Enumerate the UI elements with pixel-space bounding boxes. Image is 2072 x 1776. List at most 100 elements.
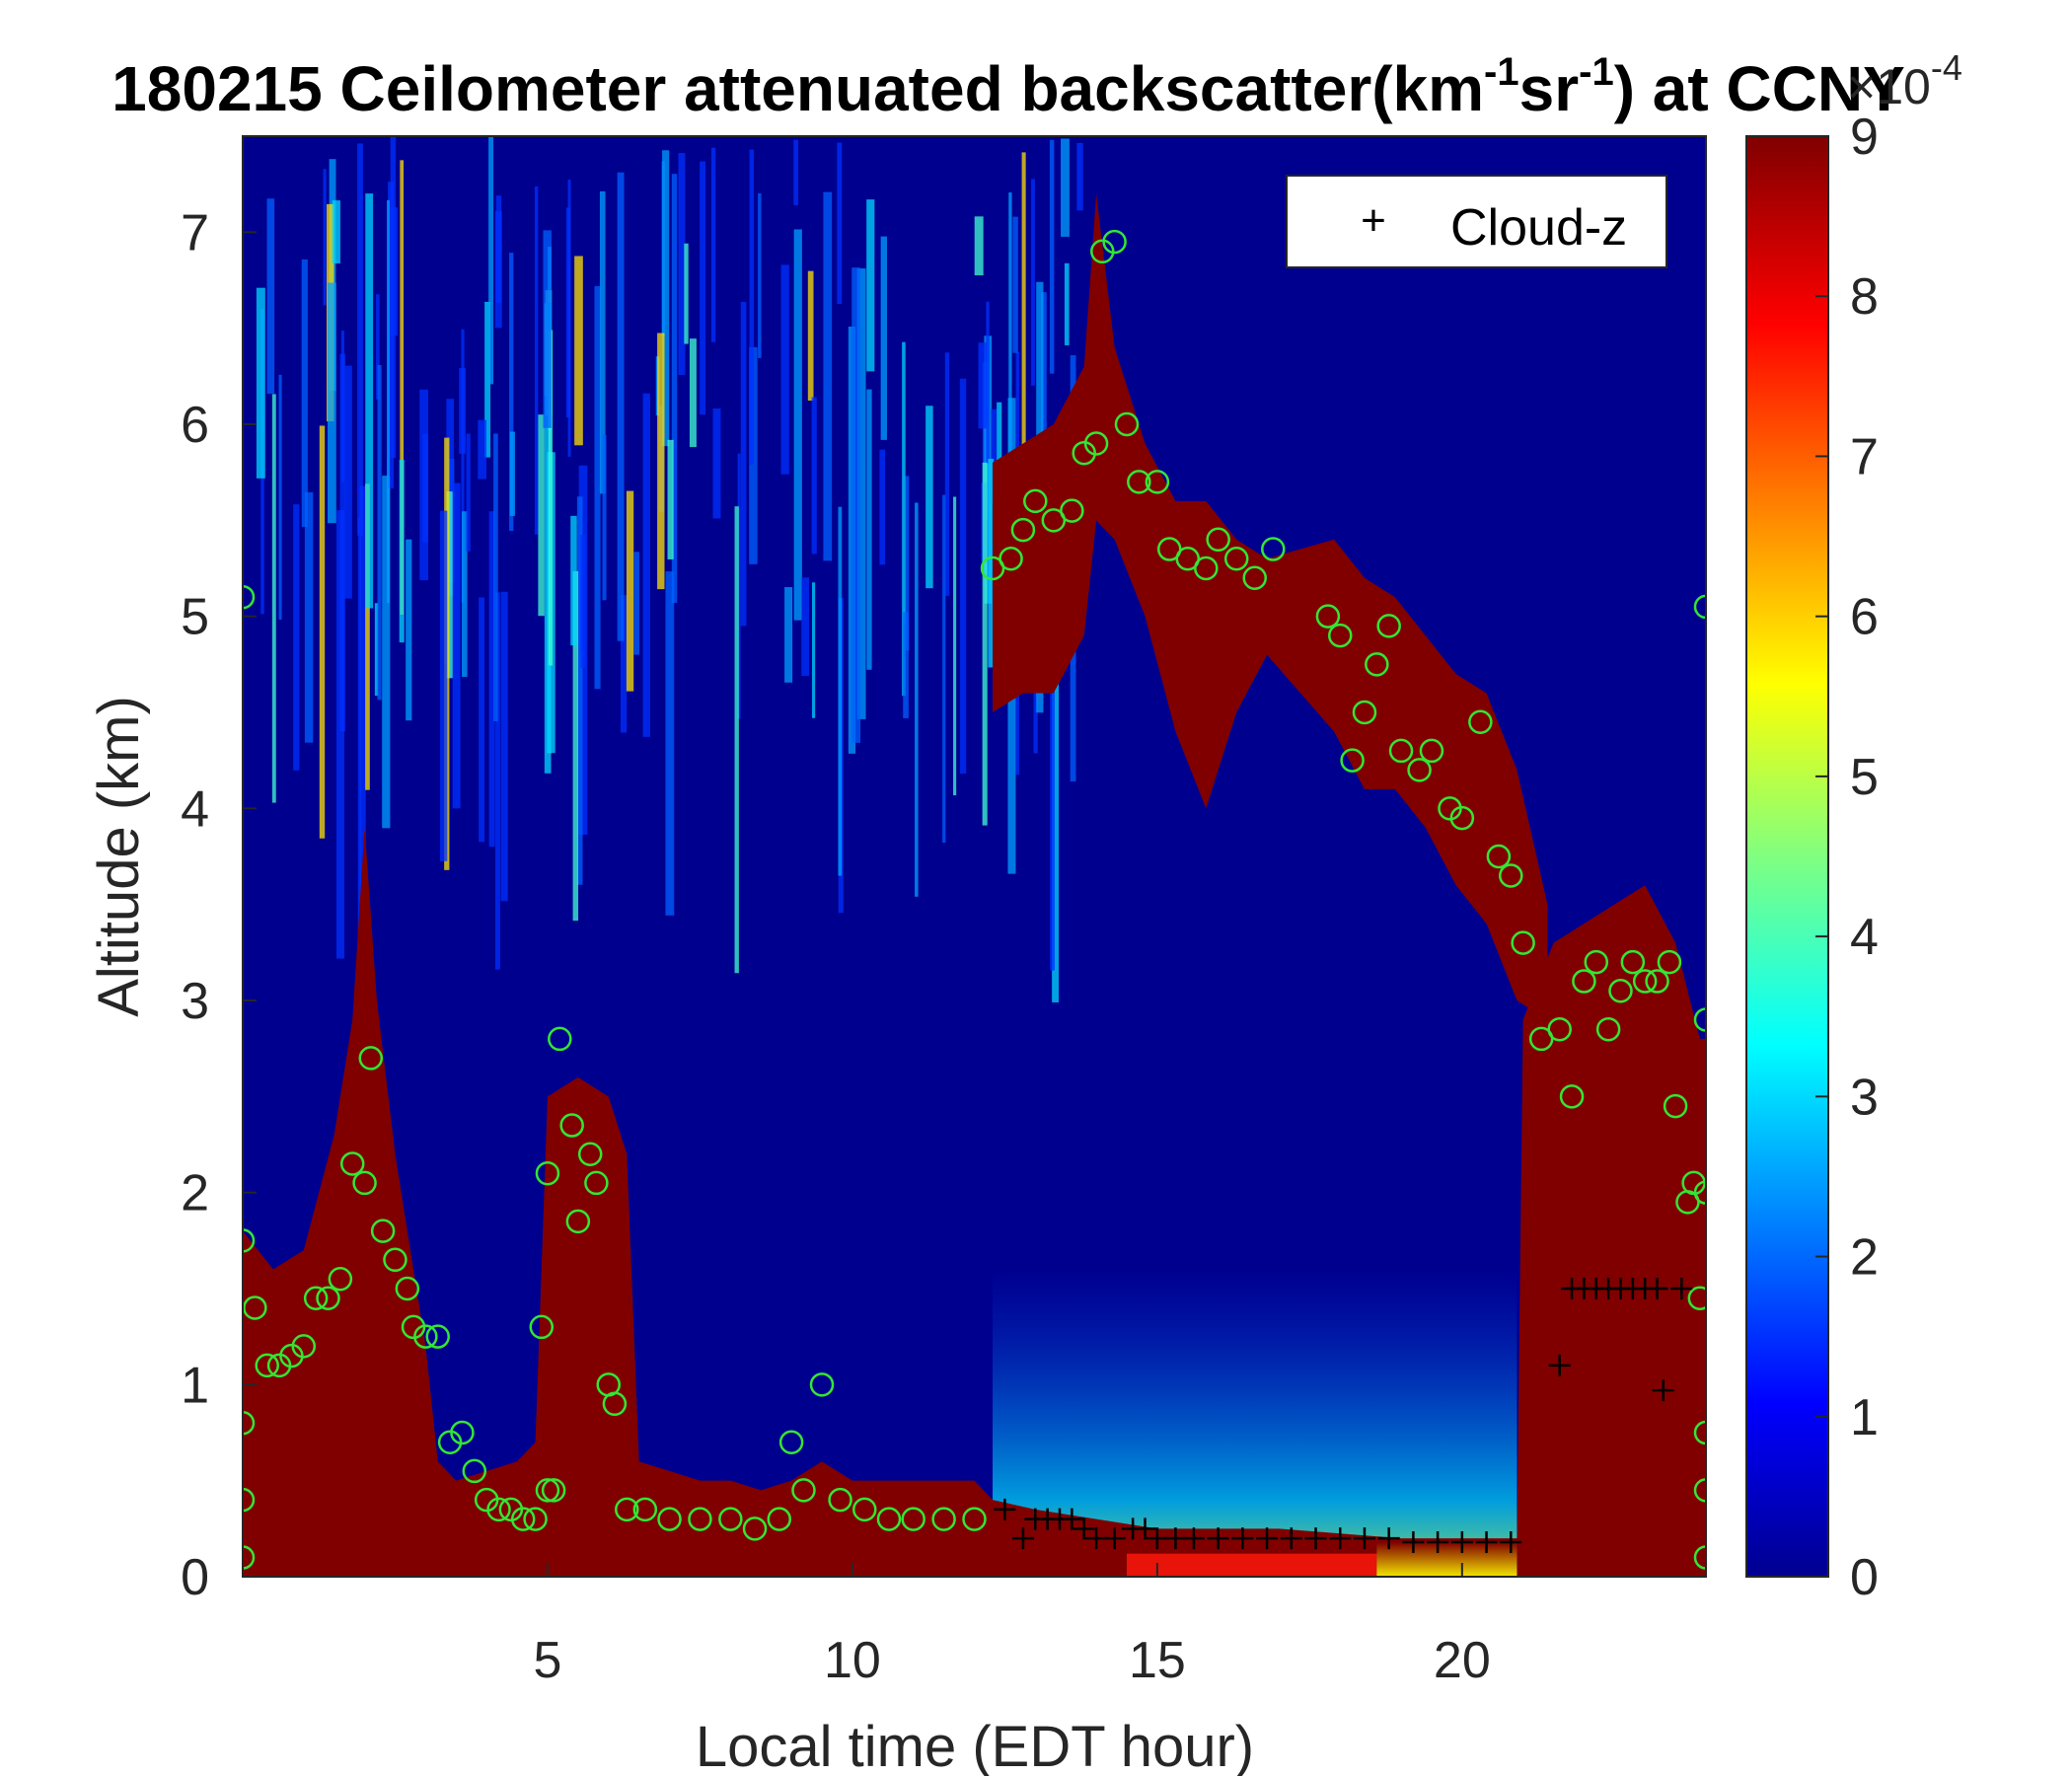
streak [388, 182, 395, 488]
streak [879, 449, 886, 565]
streak [749, 149, 755, 465]
colorbar-tick-label: 8 [1850, 268, 1879, 326]
green-circle-marker [615, 1497, 639, 1522]
streak [439, 510, 448, 861]
green-circle-marker [1365, 652, 1389, 677]
streak [988, 459, 995, 668]
y-tick-label: 7 [181, 204, 209, 261]
green-circle-marker [1595, 1016, 1621, 1042]
green-circle-marker [559, 1113, 584, 1138]
green-circle-marker [1145, 470, 1170, 494]
streak [807, 270, 814, 402]
green-circle-marker [828, 1487, 852, 1513]
green-circle-marker [243, 1545, 256, 1570]
green-circle-marker [1261, 537, 1286, 561]
streak [793, 139, 799, 205]
streak [942, 494, 946, 844]
green-circle-marker [243, 1295, 267, 1320]
green-circle-marker [1223, 547, 1249, 571]
streak [1008, 192, 1012, 551]
streak [1012, 216, 1018, 353]
green-circle-marker [370, 1219, 396, 1243]
streak [633, 552, 639, 655]
x-axis-ticks: 5 10 15 20 [533, 1563, 1491, 1689]
streak [570, 515, 577, 646]
upper-cloud-band [993, 193, 1548, 1020]
streak [620, 595, 628, 733]
green-circle-marker [1572, 969, 1596, 994]
streak [617, 172, 625, 641]
green-circle-marker [1156, 537, 1182, 561]
green-circle-marker [1328, 623, 1353, 648]
streak [576, 496, 583, 885]
y-axis-label: Altitude (km) [87, 696, 151, 1017]
green-circle-marker [339, 1151, 365, 1176]
streak [801, 577, 810, 677]
green-circle-marker [1486, 844, 1512, 869]
heatmap-plot-area [243, 136, 1706, 1577]
cloud-z-marker [1231, 1527, 1254, 1550]
green-circle-marker [742, 1517, 768, 1541]
streak [565, 207, 571, 418]
streak [495, 592, 500, 970]
colorbar-multiplier: ×10-4 [1847, 47, 1962, 114]
green-circle-marker [999, 547, 1023, 571]
green-circle-marker [718, 1507, 743, 1531]
green-circle-markers [243, 229, 1706, 1570]
green-circle-marker [1060, 498, 1084, 523]
streak [344, 365, 352, 599]
green-circle-marker [1645, 969, 1669, 994]
streak [1049, 139, 1055, 374]
green-circle-marker [852, 1497, 877, 1522]
green-circle-marker [565, 1209, 591, 1234]
colorbar-ticks: 0 1 2 3 4 5 6 7 8 9 [1815, 109, 1879, 1606]
y-tick-label: 5 [181, 589, 209, 646]
lower-backscatter-layer [243, 827, 1706, 1577]
green-circle-marker [395, 1276, 420, 1301]
cloud-z-marker [1548, 1354, 1571, 1376]
streak [984, 335, 993, 604]
green-circle-marker [316, 1286, 340, 1310]
streak [712, 408, 721, 519]
y-tick-label: 2 [181, 1165, 209, 1222]
colorbar-tick-label: 9 [1850, 109, 1879, 166]
streak [851, 267, 861, 743]
cloud-z-marker [1061, 1508, 1083, 1530]
green-circle-marker [413, 1324, 438, 1349]
streak [657, 333, 665, 590]
streak [392, 207, 399, 336]
streak [626, 490, 634, 692]
streak [422, 433, 428, 543]
green-circle-marker [352, 1170, 377, 1196]
streak [509, 431, 516, 516]
streak [478, 419, 486, 480]
cloud-z-marker [1475, 1530, 1498, 1553]
cloud-z-marker [1256, 1527, 1279, 1550]
green-circle-marker [1693, 594, 1706, 620]
streak [256, 287, 265, 479]
streak [1061, 138, 1070, 237]
green-circle-marker [1041, 508, 1067, 533]
streak [382, 476, 391, 829]
green-circle-marker [303, 1286, 329, 1310]
streak [880, 236, 887, 440]
streak [974, 216, 984, 276]
streak [793, 229, 802, 621]
green-circle-marker [632, 1497, 658, 1522]
green-circle-marker [255, 1353, 279, 1378]
green-circle-marker [1693, 1007, 1706, 1032]
cloud-z-marker [1670, 1278, 1693, 1299]
streak [328, 282, 336, 524]
colorbar-tick-label: 1 [1850, 1389, 1879, 1446]
streak [293, 504, 300, 771]
streak [944, 352, 950, 596]
green-circle-marker [1449, 805, 1475, 831]
streak [812, 582, 816, 718]
green-circle-marker [1663, 1093, 1688, 1119]
green-circle-marker [767, 1507, 792, 1531]
streak [986, 301, 990, 465]
green-circle-marker [1340, 748, 1365, 773]
green-circle-marker [1242, 565, 1267, 590]
green-circle-marker [548, 1026, 572, 1052]
streak [667, 439, 674, 559]
